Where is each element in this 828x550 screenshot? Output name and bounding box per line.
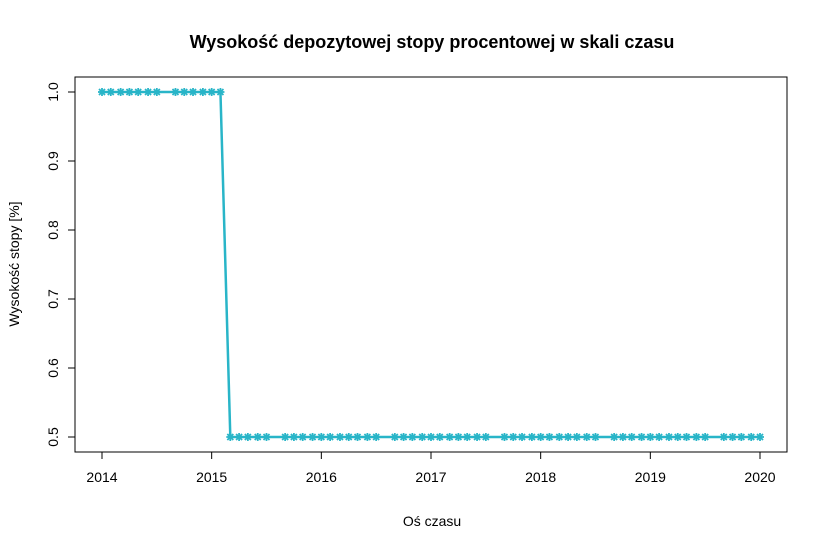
data-point xyxy=(98,88,106,96)
data-point xyxy=(481,433,490,441)
data-point xyxy=(399,433,408,441)
data-point xyxy=(189,88,198,96)
data-point xyxy=(207,88,216,96)
data-point xyxy=(344,433,353,441)
data-point xyxy=(427,433,435,441)
data-point xyxy=(618,433,627,441)
data-point xyxy=(545,433,554,441)
y-tick-label: 0.8 xyxy=(45,220,61,240)
data-point xyxy=(655,433,664,441)
data-point xyxy=(408,433,417,441)
y-axis-label: Wysokość stopy [%] xyxy=(6,201,22,326)
x-tick-label: 2015 xyxy=(196,469,227,485)
series-line-segment xyxy=(219,90,232,439)
x-tick-label: 2016 xyxy=(306,469,337,485)
data-point xyxy=(591,433,600,441)
x-tick-label: 2018 xyxy=(525,469,556,485)
data-point xyxy=(125,88,134,96)
data-point xyxy=(363,433,372,441)
y-tick-label: 0.6 xyxy=(45,358,61,378)
data-point xyxy=(682,433,691,441)
data-point xyxy=(664,433,673,441)
data-point xyxy=(435,433,444,441)
y-axis: 0.5 0.6 0.7 0.8 0.9 1.0 xyxy=(45,82,76,447)
data-point xyxy=(152,88,161,96)
data-point xyxy=(253,433,262,441)
plot-frame xyxy=(74,76,788,453)
data-point xyxy=(372,433,381,441)
data-point xyxy=(747,433,756,441)
data-point xyxy=(454,433,463,441)
data-point xyxy=(390,433,399,441)
x-tick-label: 2020 xyxy=(744,469,775,485)
data-point xyxy=(134,88,143,96)
data-point xyxy=(144,88,153,96)
data-point xyxy=(326,433,335,441)
data-point xyxy=(262,433,271,441)
data-point xyxy=(473,433,482,441)
series-layer xyxy=(98,88,764,441)
data-point xyxy=(116,88,125,96)
data-point xyxy=(281,433,290,441)
data-point xyxy=(756,433,764,441)
data-point xyxy=(637,433,646,441)
data-point xyxy=(509,433,518,441)
chart-title: Wysokość depozytowej stopy procentowej w… xyxy=(190,32,675,52)
y-tick-label: 0.7 xyxy=(45,289,61,309)
data-point xyxy=(610,433,619,441)
data-point xyxy=(536,433,545,441)
data-point xyxy=(289,433,298,441)
data-point xyxy=(353,433,362,441)
data-point xyxy=(646,433,655,441)
x-axis-label: Oś czasu xyxy=(403,513,461,529)
data-point xyxy=(463,433,472,441)
data-point xyxy=(308,433,317,441)
data-point xyxy=(737,433,746,441)
data-point xyxy=(564,433,573,441)
data-point xyxy=(298,433,307,441)
y-tick-label: 0.5 xyxy=(45,427,61,447)
data-point xyxy=(673,433,682,441)
data-point xyxy=(445,433,454,441)
data-point xyxy=(198,88,207,96)
y-tick-label: 1.0 xyxy=(45,82,61,102)
x-tick-label: 2019 xyxy=(635,469,666,485)
data-point xyxy=(719,433,728,441)
data-point xyxy=(106,88,115,96)
data-point xyxy=(216,88,225,96)
data-point xyxy=(555,433,564,441)
data-point xyxy=(692,433,701,441)
data-point xyxy=(418,433,427,441)
data-point xyxy=(500,433,509,441)
data-point xyxy=(235,433,244,441)
x-tick-label: 2014 xyxy=(86,469,117,485)
x-tick-label: 2017 xyxy=(415,469,446,485)
data-point xyxy=(243,433,252,441)
data-point xyxy=(627,433,636,441)
x-axis: 2014 2015 2016 2017 2018 2019 2020 xyxy=(86,451,776,485)
y-tick-label: 0.9 xyxy=(45,151,61,171)
data-point xyxy=(701,433,710,441)
data-point xyxy=(728,433,737,441)
data-point xyxy=(518,433,527,441)
data-point xyxy=(317,433,326,441)
data-point xyxy=(335,433,344,441)
data-point xyxy=(572,433,581,441)
data-point xyxy=(171,88,180,96)
data-point xyxy=(582,433,591,441)
data-point xyxy=(226,433,235,441)
data-point xyxy=(180,88,189,96)
data-point xyxy=(527,433,536,441)
